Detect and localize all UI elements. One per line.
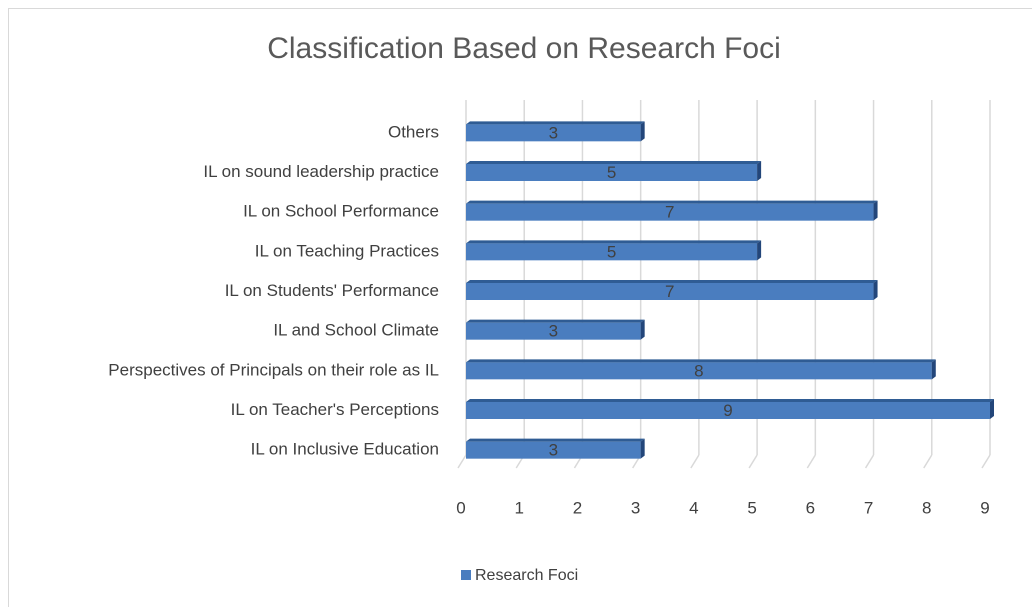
x-tick-label: 7 [864,498,873,517]
y-tick-label: IL on sound leadership practice [203,162,439,181]
legend-swatch [461,570,471,580]
y-tick-label: IL on Inclusive Education [251,440,439,459]
data-label: 7 [665,203,674,222]
data-label: 5 [607,163,616,182]
data-label: 7 [665,282,674,301]
data-label: 5 [607,242,616,261]
data-label: 3 [549,322,558,341]
data-label: 8 [694,361,703,380]
x-tick-label: 0 [456,498,465,517]
y-tick-label: IL on Teacher's Perceptions [231,400,439,419]
y-tick-label: Others [388,122,439,141]
x-tick-label: 6 [806,498,815,517]
y-tick-label: IL on School Performance [243,202,439,221]
bar-side [874,201,878,221]
bar-side [990,399,994,419]
data-label: 9 [723,401,732,420]
data-label: 3 [549,441,558,460]
y-tick-label: IL and School Climate [273,321,439,340]
x-tick-label: 4 [689,498,698,517]
x-tick-label: 8 [922,498,931,517]
x-tick-label: 3 [631,498,640,517]
bar-side [641,439,645,459]
bar-side [641,320,645,340]
bar-side [641,121,645,141]
legend-label: Research Foci [475,567,578,584]
bar-side [932,359,936,379]
data-label: 3 [549,123,558,142]
bar-side [757,161,761,181]
chart-title: Classification Based on Research Foci [267,32,781,65]
y-tick-label: IL on Teaching Practices [255,241,439,260]
x-tick-label: 5 [747,498,756,517]
y-tick-label: Perspectives of Principals on their role… [108,360,439,379]
x-tick-label: 2 [573,498,582,517]
bar-side [874,280,878,300]
y-tick-label: IL on Students' Performance [225,281,439,300]
x-tick-label: 1 [514,498,523,517]
x-tick-label: 9 [980,498,989,517]
bar-side [757,240,761,260]
